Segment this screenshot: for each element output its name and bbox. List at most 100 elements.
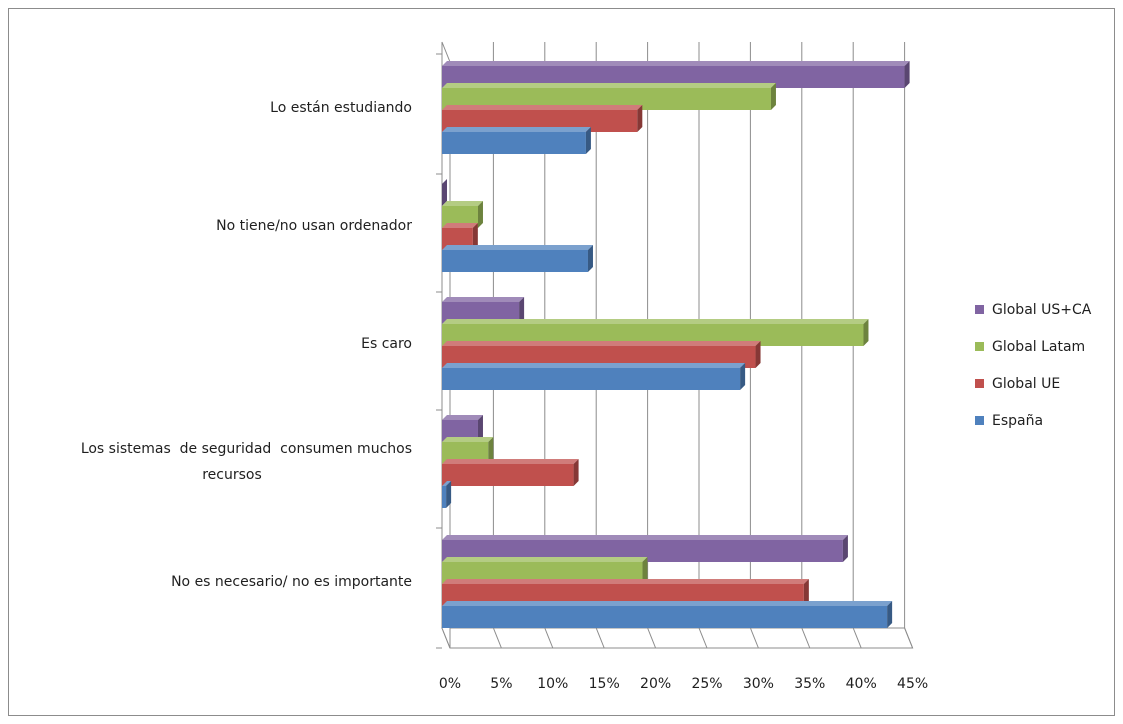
bar-end-face — [446, 481, 452, 508]
bar-front-face — [442, 324, 864, 346]
floor-gridline — [698, 627, 708, 649]
floor-gridline — [595, 627, 605, 649]
x-tick-label: 30% — [743, 676, 774, 692]
bar — [442, 363, 746, 390]
bar-front-face — [442, 442, 489, 464]
bar-end-face — [755, 341, 761, 368]
legend-label: Global Latam — [992, 339, 1085, 355]
bar-front-face — [442, 206, 478, 228]
bar — [442, 319, 869, 346]
bar — [442, 61, 910, 88]
bar-top-face — [442, 127, 591, 132]
bar-end-face — [887, 601, 893, 628]
bar-end-face — [740, 363, 746, 390]
x-tick-label: 15% — [589, 676, 620, 692]
bar-end-face — [585, 127, 591, 154]
legend-label: Global UE — [992, 376, 1060, 392]
bar-front-face — [442, 562, 643, 584]
bar-top-face — [442, 481, 452, 486]
bar — [442, 459, 579, 486]
bar-top-face — [442, 415, 483, 420]
legend-label: España — [992, 413, 1043, 429]
bar-end-face — [637, 105, 643, 132]
bar — [442, 579, 809, 606]
bar-end-face — [642, 557, 648, 584]
floor-gridline — [647, 627, 657, 649]
bar — [442, 223, 478, 250]
bar-top-face — [442, 579, 809, 584]
category-label: No tiene/no usan ordenador — [216, 218, 412, 234]
bar-end-face — [472, 223, 478, 250]
bar-top-face — [442, 105, 643, 110]
bar-front-face — [442, 584, 804, 606]
bar-top-face — [442, 363, 746, 368]
bar-top-face — [442, 61, 910, 66]
bar-front-face — [442, 302, 520, 324]
bar — [442, 481, 452, 508]
bar — [442, 245, 593, 272]
bar — [442, 201, 483, 228]
bar — [442, 535, 848, 562]
bar-top-face — [442, 297, 525, 302]
x-tick-label: 10% — [537, 676, 568, 692]
bar — [442, 297, 525, 324]
category-label: Lo están estudiando — [270, 100, 412, 116]
bar-end-face — [904, 61, 910, 88]
bar-front-face — [442, 110, 638, 132]
bar — [442, 127, 591, 154]
floor-gridline — [904, 627, 914, 649]
x-tick-label: 35% — [794, 676, 825, 692]
bar-end-face — [442, 179, 447, 206]
bar-top-face — [442, 535, 848, 540]
bar-front-face — [442, 464, 574, 486]
bars — [442, 61, 910, 628]
category-label: Los sistemas de seguridad consumen mucho… — [81, 441, 412, 457]
bar-top-face — [442, 319, 869, 324]
bar-front-face — [442, 66, 905, 88]
x-tick-label: 5% — [490, 676, 512, 692]
bar-end-face — [477, 415, 483, 442]
legend-swatch — [975, 305, 984, 314]
x-tick-label: 20% — [640, 676, 671, 692]
bar-front-face — [442, 368, 741, 390]
bar-top-face — [442, 223, 478, 228]
bar-front-face — [442, 486, 447, 508]
bar — [442, 601, 893, 628]
bar-end-face — [863, 319, 869, 346]
bar — [442, 415, 483, 442]
bar-end-face — [587, 245, 593, 272]
bar-front-face — [442, 88, 771, 110]
legend: Global US+CA Global Latam Global UE España — [975, 302, 1092, 429]
bar-top-face — [442, 245, 593, 250]
bar-front-face — [442, 250, 588, 272]
floor-gridline — [852, 627, 862, 649]
bar — [442, 437, 494, 464]
bar-end-face — [519, 297, 525, 324]
legend-label: Global US+CA — [992, 302, 1092, 318]
bar-end-face — [842, 535, 848, 562]
bar-end-face — [770, 83, 776, 110]
bar-top-face — [442, 601, 893, 606]
bar — [442, 557, 648, 584]
bar-front-face — [442, 420, 478, 442]
bar-end-face — [803, 579, 809, 606]
bar — [442, 83, 776, 110]
bar-top-face — [442, 459, 579, 464]
floor-gridline — [749, 627, 759, 649]
x-tick-label: 40% — [846, 676, 877, 692]
legend-swatch — [975, 416, 984, 425]
chart-floor — [441, 627, 914, 649]
floor-gridline — [801, 627, 811, 649]
bar-top-face — [442, 437, 494, 442]
x-tick-label: 45% — [897, 676, 928, 692]
bar-top-face — [442, 557, 648, 562]
bar-top-face — [442, 83, 776, 88]
bar-front-face — [442, 228, 473, 250]
bar-end-face — [573, 459, 579, 486]
category-label: Es caro — [361, 336, 412, 352]
bar-end-face — [477, 201, 483, 228]
floor-gridline — [544, 627, 554, 649]
bar-front-face — [442, 606, 888, 628]
bar-front-face — [442, 540, 843, 562]
